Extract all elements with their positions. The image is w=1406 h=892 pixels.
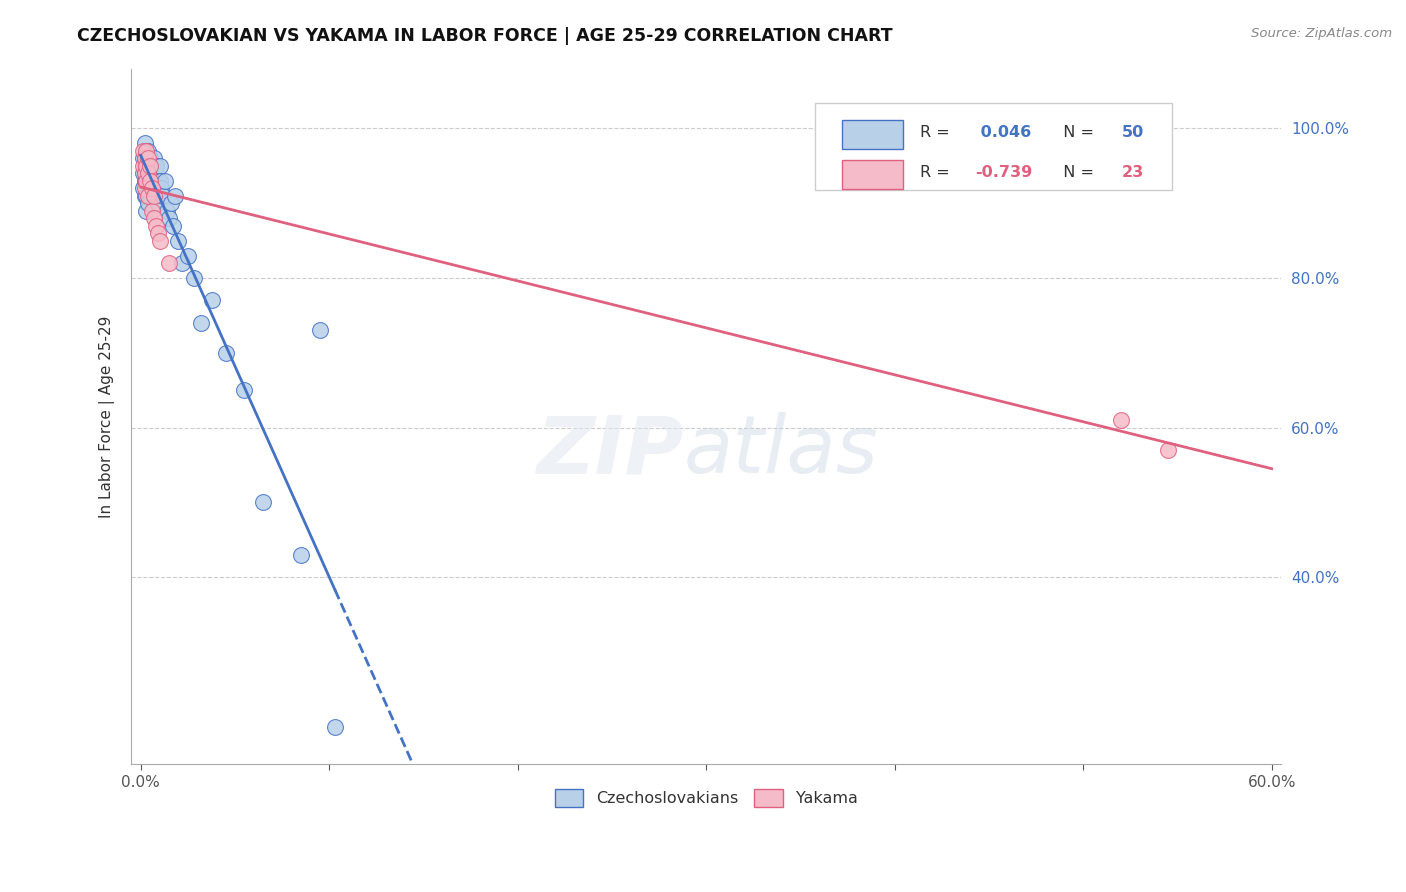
Point bbox=[135, 203, 157, 218]
Point bbox=[136, 196, 159, 211]
Point bbox=[162, 219, 184, 233]
Point bbox=[139, 174, 162, 188]
Point bbox=[139, 166, 162, 180]
Bar bbox=[842, 160, 903, 188]
Point bbox=[136, 188, 159, 202]
Text: 23: 23 bbox=[1122, 165, 1143, 180]
Point bbox=[134, 166, 156, 180]
Point bbox=[252, 495, 274, 509]
Point bbox=[134, 159, 156, 173]
Point bbox=[134, 181, 156, 195]
Point bbox=[160, 196, 183, 211]
Point bbox=[141, 159, 163, 173]
Text: N =: N = bbox=[1053, 125, 1098, 140]
Bar bbox=[842, 120, 903, 149]
Point bbox=[1109, 413, 1132, 427]
Text: atlas: atlas bbox=[683, 412, 877, 490]
Point bbox=[136, 159, 159, 173]
Point bbox=[131, 181, 153, 195]
Point bbox=[134, 151, 156, 165]
Y-axis label: In Labor Force | Age 25-29: In Labor Force | Age 25-29 bbox=[100, 315, 115, 517]
Point bbox=[141, 203, 163, 218]
Point bbox=[177, 248, 200, 262]
Point bbox=[135, 144, 157, 158]
Point bbox=[136, 144, 159, 158]
Text: R =: R = bbox=[921, 125, 955, 140]
Text: CZECHOSLOVAKIAN VS YAKAMA IN LABOR FORCE | AGE 25-29 CORRELATION CHART: CZECHOSLOVAKIAN VS YAKAMA IN LABOR FORCE… bbox=[77, 27, 893, 45]
Point bbox=[172, 256, 194, 270]
Point bbox=[131, 151, 153, 165]
Point bbox=[135, 159, 157, 173]
Point bbox=[150, 181, 173, 195]
Text: -0.739: -0.739 bbox=[976, 165, 1033, 180]
Point bbox=[145, 159, 167, 173]
Point bbox=[167, 234, 190, 248]
Point bbox=[134, 136, 156, 151]
Point bbox=[136, 151, 159, 165]
Point bbox=[142, 188, 165, 202]
Point bbox=[214, 345, 236, 359]
Text: ZIP: ZIP bbox=[536, 412, 683, 490]
Point bbox=[135, 188, 157, 202]
Point bbox=[323, 720, 346, 734]
Point bbox=[142, 211, 165, 226]
Point bbox=[142, 151, 165, 165]
Point bbox=[201, 293, 224, 308]
Point bbox=[152, 188, 174, 202]
Point bbox=[139, 151, 162, 165]
Point bbox=[135, 174, 157, 188]
Point bbox=[141, 181, 163, 195]
Point bbox=[183, 271, 205, 285]
Text: N =: N = bbox=[1053, 165, 1098, 180]
Point bbox=[135, 174, 157, 188]
Point bbox=[149, 174, 172, 188]
Point bbox=[163, 188, 186, 202]
Point bbox=[233, 383, 256, 397]
Point bbox=[142, 188, 165, 202]
Point bbox=[134, 166, 156, 180]
Point bbox=[146, 196, 169, 211]
Point bbox=[145, 181, 167, 195]
Point bbox=[290, 548, 312, 562]
Text: Source: ZipAtlas.com: Source: ZipAtlas.com bbox=[1251, 27, 1392, 40]
Point bbox=[136, 174, 159, 188]
Point bbox=[131, 159, 153, 173]
Point bbox=[157, 256, 180, 270]
Point bbox=[141, 174, 163, 188]
Point bbox=[145, 219, 167, 233]
Point bbox=[131, 144, 153, 158]
Point bbox=[134, 174, 156, 188]
Point bbox=[149, 234, 172, 248]
Point bbox=[136, 166, 159, 180]
Point bbox=[155, 174, 177, 188]
Point bbox=[139, 159, 162, 173]
Point bbox=[190, 316, 212, 330]
Point bbox=[134, 151, 156, 165]
Point bbox=[157, 211, 180, 226]
Text: 50: 50 bbox=[1122, 125, 1143, 140]
Point bbox=[146, 226, 169, 240]
Point bbox=[135, 144, 157, 158]
Point bbox=[139, 181, 162, 195]
Point bbox=[1157, 442, 1180, 457]
Legend: Czechoslovakians, Yakama: Czechoslovakians, Yakama bbox=[547, 780, 866, 815]
Text: 0.046: 0.046 bbox=[976, 125, 1032, 140]
Text: R =: R = bbox=[921, 165, 955, 180]
Point bbox=[156, 203, 179, 218]
Point bbox=[149, 159, 172, 173]
Point bbox=[308, 323, 330, 337]
FancyBboxPatch shape bbox=[815, 103, 1171, 190]
Point bbox=[131, 166, 153, 180]
Point bbox=[134, 188, 156, 202]
Point bbox=[135, 159, 157, 173]
